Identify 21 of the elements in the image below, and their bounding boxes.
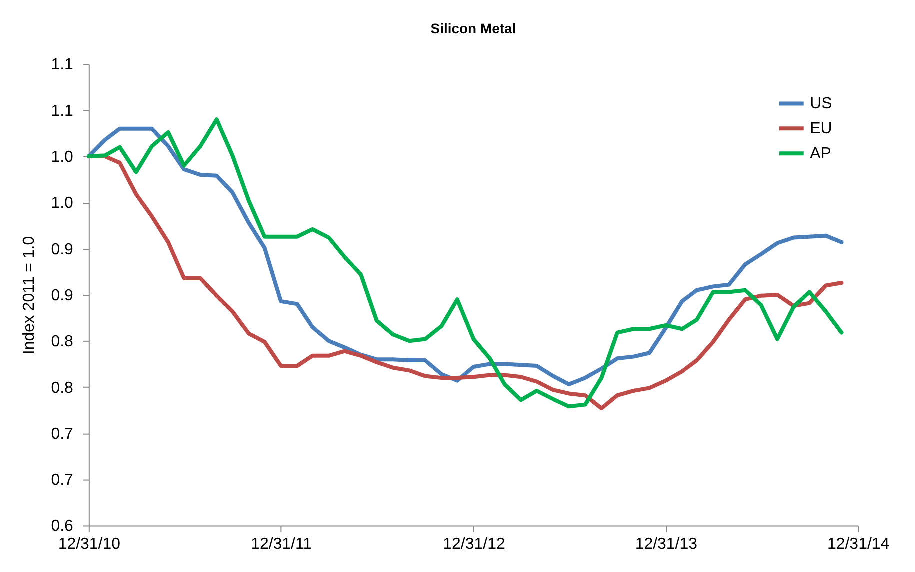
x-tick-label: 12/31/11 [251, 536, 312, 554]
y-tick-label: 0.8 [51, 380, 74, 397]
y-tick-label: 0.8 [51, 334, 74, 351]
x-tick-label: 12/31/10 [58, 536, 121, 554]
y-tick-label: 1.0 [51, 195, 74, 212]
chart-title: Silicon Metal [430, 20, 516, 36]
y-tick-label: 0.9 [51, 287, 74, 304]
y-tick-label: 0.7 [51, 472, 74, 490]
x-tick-label: 12/31/14 [827, 536, 890, 554]
legend-label: EU [810, 120, 832, 138]
y-tick-label: 0.9 [51, 241, 74, 258]
x-tick-label: 12/31/13 [635, 536, 698, 554]
y-axis-title: Index 2011 = 1.0 [21, 236, 38, 355]
y-tick-label: 1.0 [51, 149, 74, 166]
y-tick-label: 1.1 [51, 102, 74, 120]
y-tick-label: 1.1 [51, 56, 74, 74]
y-tick-label: 0.7 [51, 426, 74, 443]
legend-label: US [810, 96, 832, 113]
y-tick-label: 0.6 [51, 518, 74, 536]
x-tick-label: 12/31/12 [443, 536, 506, 554]
legend-label: AP [810, 146, 832, 163]
